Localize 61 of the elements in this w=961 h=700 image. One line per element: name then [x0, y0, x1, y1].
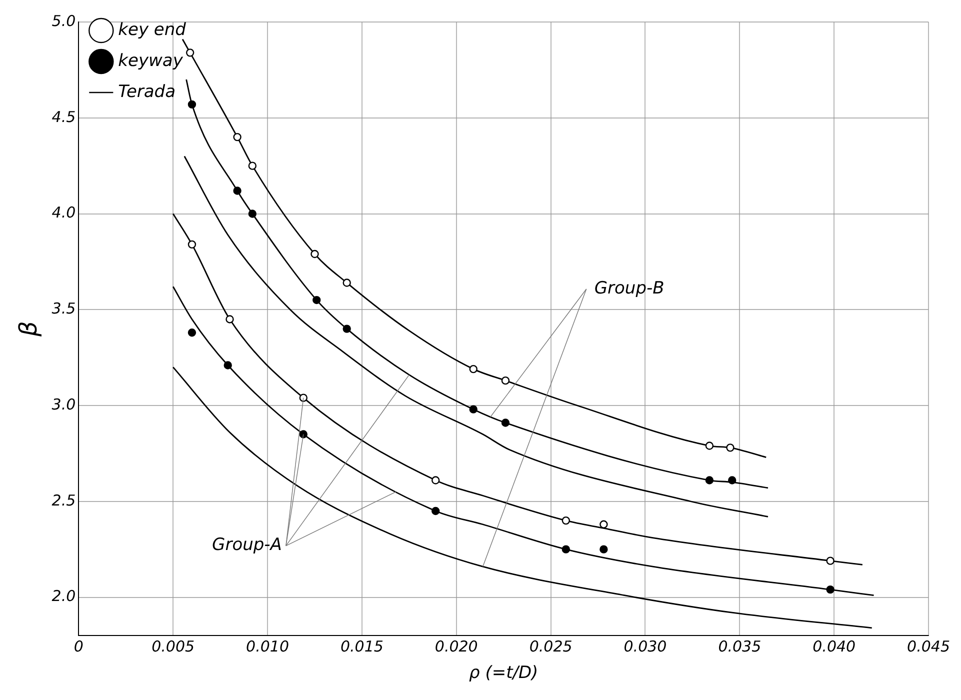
point — [600, 520, 608, 528]
x-tick-label: 0.040 — [812, 637, 856, 656]
point — [186, 48, 194, 57]
x-tick-label: 0.020 — [434, 637, 478, 656]
point — [501, 418, 510, 427]
y-tick-label: 4.0 — [52, 204, 76, 222]
x-tick-label: 0.025 — [529, 637, 572, 656]
y-axis-title: β — [14, 321, 43, 338]
y-tick-label: 2.0 — [52, 587, 76, 606]
line-series — [182, 38, 767, 458]
line-series — [172, 213, 864, 566]
point — [248, 210, 257, 218]
point — [600, 545, 608, 554]
legend-label: Terada — [118, 82, 176, 102]
point — [188, 328, 196, 337]
point — [705, 476, 714, 484]
x-tick-label: 0.035 — [718, 637, 762, 656]
point — [432, 476, 440, 484]
x-tick-label: 0.005 — [152, 637, 195, 656]
point — [299, 394, 308, 402]
legend-label: key end — [118, 20, 186, 40]
point — [826, 585, 834, 594]
point — [432, 506, 440, 516]
x-axis-title: ρ (=t/D) — [469, 663, 538, 684]
point — [562, 545, 570, 554]
legend-label: keyway — [118, 50, 184, 71]
point — [728, 476, 736, 484]
point — [312, 296, 321, 304]
y-tick-label: 2.5 — [52, 491, 76, 510]
y-tick-label: 5.0 — [52, 12, 76, 30]
line-series — [186, 78, 769, 489]
point — [310, 250, 319, 258]
x-tick-label: 0.045 — [907, 637, 950, 656]
point — [224, 361, 232, 370]
point — [233, 186, 242, 195]
point — [248, 162, 257, 170]
point — [705, 442, 714, 450]
point — [226, 315, 234, 324]
x-tick-label: 0.030 — [624, 637, 667, 656]
point — [562, 516, 570, 525]
point — [342, 324, 351, 333]
point — [469, 364, 478, 374]
y-tick-label: 4.5 — [52, 108, 76, 126]
point — [188, 100, 196, 109]
point — [726, 444, 734, 452]
point — [342, 278, 351, 287]
point — [826, 556, 834, 565]
annotation: Group-A — [212, 535, 282, 556]
point — [233, 132, 242, 142]
x-tick-label: 0 — [74, 637, 84, 656]
point — [188, 240, 196, 249]
y-tick-label: 3.0 — [52, 395, 76, 414]
point — [469, 405, 478, 414]
point — [299, 430, 308, 438]
line-series — [184, 156, 769, 518]
y-tick-label: 3.5 — [52, 300, 76, 318]
annotation: Group-B — [594, 278, 664, 298]
line-series — [172, 366, 873, 629]
point — [501, 376, 510, 385]
x-tick-label: 0.010 — [246, 637, 289, 656]
x-tick-label: 0.015 — [340, 637, 384, 656]
